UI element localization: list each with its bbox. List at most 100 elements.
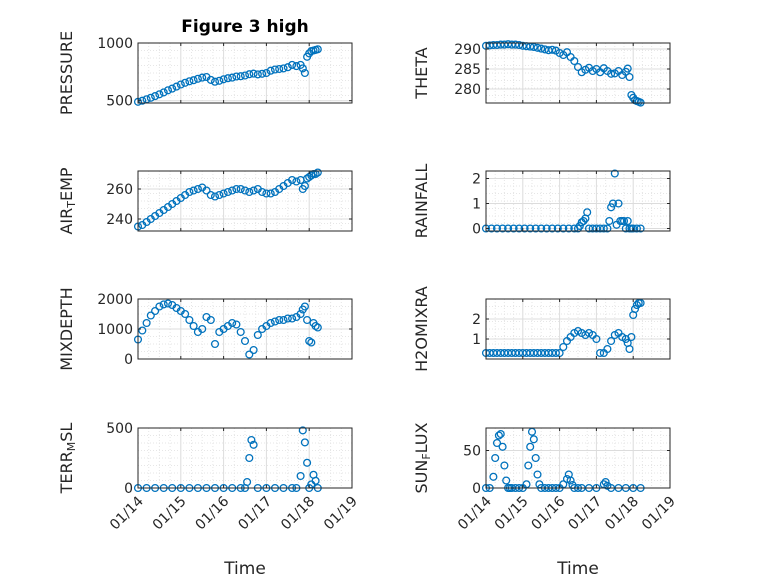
data-point — [163, 86, 173, 95]
data-point — [533, 43, 542, 52]
data-point — [189, 321, 198, 331]
data-point — [258, 187, 267, 197]
data-point — [249, 440, 258, 449]
data-point — [159, 88, 168, 97]
y-tick-label: 280 — [454, 82, 481, 98]
data-point — [219, 75, 228, 84]
y-ticks: 0 500 — [106, 421, 352, 497]
data-point — [245, 187, 254, 197]
data-point — [607, 69, 616, 78]
data-point — [592, 334, 601, 344]
data-point — [559, 342, 568, 352]
data-point — [236, 184, 245, 194]
data-point — [236, 72, 245, 81]
data-point — [189, 186, 198, 195]
data-point — [303, 315, 312, 325]
data-point — [608, 199, 618, 208]
data-point — [607, 203, 616, 212]
data-point — [258, 69, 267, 78]
data-point — [202, 186, 211, 195]
data-point — [313, 168, 322, 177]
data-point — [198, 324, 207, 334]
data-point — [524, 461, 533, 470]
data-point — [564, 224, 573, 233]
data-point — [275, 315, 284, 325]
data-point — [307, 171, 316, 180]
data-point — [270, 65, 280, 74]
y-ticks: 12 — [472, 312, 670, 348]
data-point — [623, 64, 632, 73]
data-point — [303, 458, 312, 467]
data-point — [240, 336, 250, 346]
y-tick-label: 1000 — [97, 36, 133, 52]
data-point — [623, 216, 632, 226]
data-point — [496, 429, 505, 439]
data-point — [155, 302, 164, 311]
data-point — [215, 190, 224, 200]
data-point — [531, 453, 540, 463]
data-point — [181, 309, 190, 319]
data-point — [185, 187, 194, 197]
data-point — [266, 318, 275, 328]
y-tick-label: 1000 — [97, 322, 133, 338]
y-ticks: 280 285 290 — [454, 42, 670, 98]
data-point — [249, 345, 258, 355]
y-axis-label: SUNFLUX — [412, 422, 433, 493]
data-point — [636, 298, 645, 308]
data-point — [288, 60, 297, 69]
data-point — [232, 320, 241, 329]
data-point — [489, 472, 498, 481]
data-point — [298, 64, 307, 73]
data-point — [537, 44, 546, 53]
data-point — [548, 224, 557, 233]
y-ticks: 0 1000 2000 — [97, 292, 352, 368]
data-point — [300, 438, 309, 447]
data-point — [288, 314, 297, 323]
data-point — [168, 84, 177, 93]
x-ticks — [485, 43, 671, 103]
series-mixdepth — [133, 299, 322, 359]
axes-box — [485, 170, 671, 232]
y-tick-label: 500 — [106, 421, 133, 437]
data-point — [296, 471, 305, 481]
data-point — [228, 73, 237, 82]
data-point — [603, 224, 612, 233]
data-point — [228, 318, 237, 328]
grid — [485, 427, 671, 489]
data-point — [311, 321, 320, 331]
subplot-theta: 280 285 290 THETA — [412, 40, 671, 107]
data-point — [498, 442, 507, 451]
data-point — [566, 476, 575, 485]
y-tick-label: 2 — [472, 172, 481, 188]
data-point — [548, 45, 557, 54]
data-point — [155, 90, 164, 99]
data-point — [266, 189, 275, 198]
y-tick-label: 2 — [472, 312, 481, 328]
data-point — [542, 224, 551, 233]
y-axis-label: H2OMIXRA — [412, 286, 431, 372]
data-point — [249, 69, 258, 78]
data-point — [210, 339, 220, 349]
y-ticks: 500 1000 — [97, 36, 352, 110]
data-point — [313, 323, 322, 332]
data-point — [583, 208, 592, 217]
data-point — [232, 72, 241, 81]
data-point — [537, 224, 546, 233]
data-point — [529, 435, 538, 444]
data-point — [492, 224, 502, 233]
y-tick-label: 1 — [472, 332, 481, 348]
data-point — [599, 224, 608, 233]
data-point — [159, 300, 168, 309]
data-point — [529, 42, 538, 52]
data-point — [247, 435, 256, 445]
data-point — [625, 72, 634, 82]
data-point — [245, 453, 254, 463]
y-tick-label: 0 — [124, 352, 133, 368]
data-point — [146, 311, 155, 320]
data-point — [249, 186, 258, 195]
y-tick-label: 1 — [472, 197, 481, 213]
data-point — [504, 224, 513, 233]
subplot-air_temp: 240 260 AIRTEMP — [57, 167, 353, 235]
data-point — [243, 477, 252, 487]
